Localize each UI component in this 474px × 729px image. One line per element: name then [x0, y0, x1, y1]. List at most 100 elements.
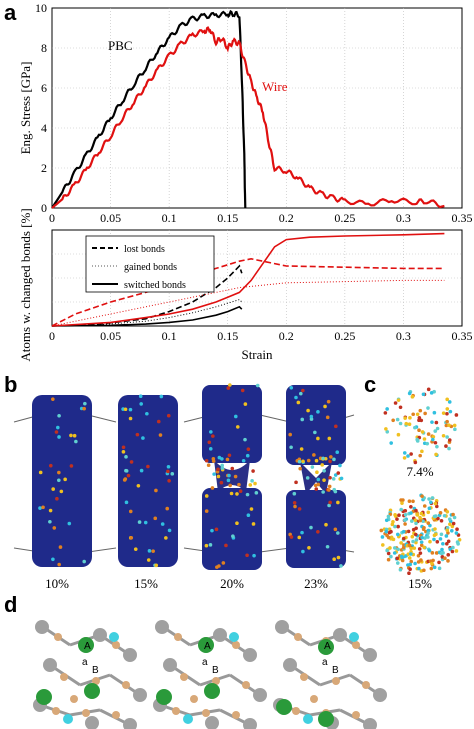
- x-tick-label: 0.35: [452, 329, 473, 343]
- wire-body-top: [202, 385, 262, 463]
- cross-section-atom: [411, 412, 416, 417]
- defect-atom: [228, 383, 232, 387]
- cross-section-atom: [433, 501, 438, 506]
- defect-atom: [227, 453, 232, 458]
- silicon-atom: [205, 716, 219, 729]
- defect-atom: [59, 489, 64, 494]
- defect-atom: [211, 434, 215, 438]
- cross-section-atom: [420, 535, 424, 540]
- wire-series-label: Wire: [262, 79, 288, 94]
- defect-atom: [299, 447, 304, 451]
- x-tick-label: 0.1: [162, 211, 177, 225]
- defect-atom: [166, 464, 171, 469]
- cross-section-atom: [421, 392, 426, 397]
- defect-atom: [301, 388, 305, 393]
- cross-section-atom: [409, 546, 414, 551]
- wire-20pct: [202, 385, 262, 570]
- silicon-atom: [155, 620, 169, 634]
- cross-section-atom: [396, 432, 401, 437]
- cross-section-atom: [448, 522, 452, 527]
- cross-section-atom: [398, 421, 403, 426]
- cross-section-atom: [417, 566, 421, 571]
- oxygen-atom: [122, 681, 130, 689]
- defect-atom: [170, 472, 175, 476]
- silicon-atom: [85, 716, 99, 729]
- defect-atom: [297, 507, 302, 511]
- cross-section-atom: [425, 441, 430, 446]
- cross-section-atom: [415, 437, 420, 442]
- defect-atom: [307, 545, 311, 550]
- cross-section-atom: [442, 513, 447, 518]
- silicon-atom: [363, 648, 377, 662]
- x-tick-label: 0.2: [279, 211, 294, 225]
- defect-atom: [138, 394, 143, 399]
- defect-atom: [136, 483, 141, 488]
- cross-section-atom: [434, 551, 439, 555]
- defect-atom: [297, 459, 302, 464]
- defect-atom: [339, 564, 343, 568]
- defect-atom: [123, 407, 128, 412]
- cross-section-atom: [426, 521, 431, 525]
- cross-section-atom: [410, 534, 415, 539]
- cross-section-atom: [453, 427, 457, 432]
- cross-section-atom: [439, 551, 444, 556]
- oxygen-atom: [54, 633, 62, 641]
- cross-section-atom: [414, 526, 418, 531]
- x-tick-label: 0.3: [396, 329, 411, 343]
- defect-atom: [328, 500, 332, 505]
- atom-snapshot: AaB: [273, 620, 387, 729]
- bonds-x-axis-label: Strain: [241, 347, 273, 362]
- defect-atom: [226, 478, 231, 483]
- defect-atom: [240, 388, 245, 393]
- defect-atom: [238, 489, 243, 494]
- cross-section-atom: [395, 417, 400, 422]
- cross-section-atom: [402, 518, 407, 522]
- atom-label: A: [324, 641, 331, 652]
- defect-atom: [338, 463, 342, 468]
- cross-section-atom: [422, 545, 426, 550]
- defect-atom: [245, 553, 249, 558]
- cross-section-atom: [448, 517, 452, 522]
- defect-atom: [72, 433, 77, 438]
- cross-section-atom: [418, 453, 422, 458]
- stress-chart: 0 0.05 0.1 0.15 0.2 0.25 0.3 0.35 0 2 4 6 8 10 Eng. …: [18, 1, 473, 225]
- y-tick-label: 10: [35, 1, 47, 15]
- cross-section-atom: [430, 561, 434, 566]
- defect-atom: [153, 516, 158, 521]
- cross-section-atom: [416, 553, 421, 558]
- wire-label-20: 20%: [220, 576, 244, 591]
- cross-section-atom: [452, 423, 457, 428]
- bonds-series: [51, 232, 445, 327]
- cross-section-atom: [395, 556, 400, 561]
- defect-atom: [314, 458, 319, 463]
- defect-atom: [48, 463, 53, 468]
- cross-section-atom: [396, 524, 400, 529]
- cross-section-atom: [392, 546, 397, 550]
- cross-section-atom: [435, 426, 440, 431]
- defect-atom: [289, 385, 294, 390]
- cross-section-atom: [414, 508, 418, 513]
- defect-atom: [241, 458, 246, 463]
- cross-section-atom: [400, 558, 405, 563]
- cross-section-atom: [423, 411, 427, 416]
- highlighted-atom: [84, 683, 100, 699]
- defect-atom: [235, 521, 239, 526]
- defect-atom: [210, 486, 215, 490]
- cross-section-atom: [399, 541, 403, 545]
- cross-section-atom: [427, 548, 432, 553]
- cross-section-atom: [393, 401, 398, 405]
- cross-section-atom: [431, 434, 436, 439]
- atom-label: a: [82, 657, 88, 668]
- cross-section-atom: [386, 535, 391, 540]
- cross-section-atom: [426, 387, 431, 392]
- highlighted-atom: [78, 637, 94, 653]
- atom-label: B: [212, 665, 219, 676]
- cross-section-atom: [401, 536, 406, 541]
- defect-atom: [316, 410, 320, 414]
- defect-atom: [57, 413, 61, 418]
- cross-section-atom: [451, 545, 455, 550]
- cross-section-atom: [419, 511, 424, 516]
- cross-section-atom: [407, 571, 411, 576]
- cross-section-atom: [432, 565, 437, 570]
